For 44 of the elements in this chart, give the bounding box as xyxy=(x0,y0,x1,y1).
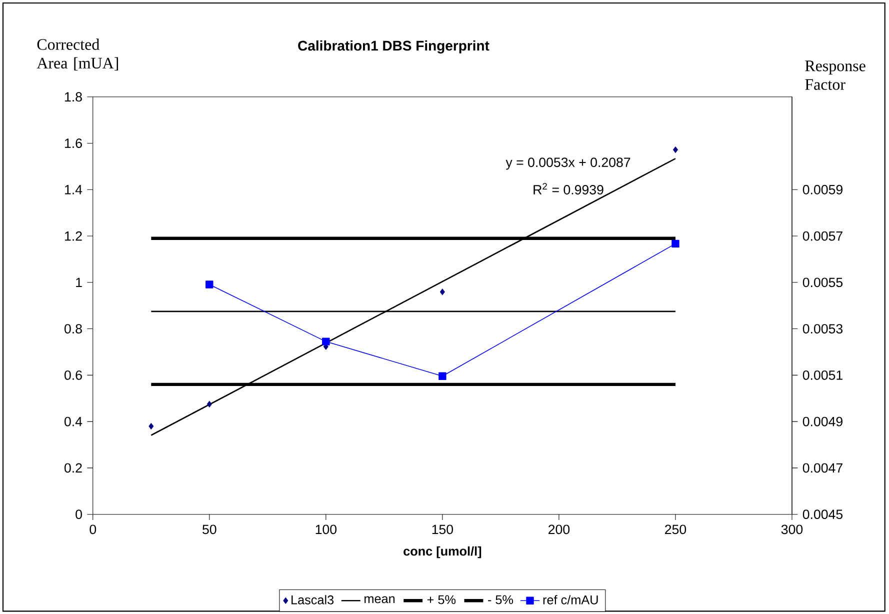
y2-tick-label: 0.0059 xyxy=(802,184,842,194)
y-tick-label: 1.8 xyxy=(65,92,82,102)
point xyxy=(440,288,445,296)
legend-label: mean xyxy=(364,596,395,604)
x-axis-title: conc [umol/l] xyxy=(404,546,482,558)
y-tick-label: 0.6 xyxy=(64,370,82,380)
y2-axis-title: Response Factor xyxy=(805,60,866,90)
y2-tick-label: 0.0055 xyxy=(802,278,843,288)
y2-tick-label: 0.0051 xyxy=(802,370,842,380)
point xyxy=(438,372,446,380)
y-tick-label: 1 xyxy=(76,278,82,287)
y-axis-title: Corrected Area [mUA] xyxy=(36,38,118,70)
annotation: R$^{2}$ = 0.9939 xyxy=(534,182,604,194)
x-tick-label: 200 xyxy=(548,524,570,534)
x-tick-label: 150 xyxy=(432,524,454,534)
x-tick-label: 300 xyxy=(781,524,803,534)
x-tick-label: 250 xyxy=(665,524,686,534)
y-tick-label: 0.8 xyxy=(64,324,82,334)
y2-tick-label: 0.0053 xyxy=(802,324,843,334)
x-tick-label: 0 xyxy=(90,524,96,534)
y2-tick-label: 0.0049 xyxy=(802,416,842,426)
y-tick-label: 0 xyxy=(76,510,82,519)
y2-tick-label: 0.0047 xyxy=(802,463,842,473)
y-tick-label: 1.2 xyxy=(65,231,82,241)
point xyxy=(148,422,154,430)
x-tick-label: 100 xyxy=(316,524,337,534)
y-tick-label: 1.4 xyxy=(65,184,82,194)
legend-label: + 5% xyxy=(427,595,456,604)
annotation: y = 0.0053x + 0.2087 xyxy=(506,158,630,170)
chart-title: Calibration1 DBS Fingerprint xyxy=(298,40,490,54)
point xyxy=(322,338,330,346)
x-tick-label: 50 xyxy=(202,524,216,534)
y2-tick-label: 0.0057 xyxy=(802,231,842,241)
legend-label: - 5% xyxy=(488,595,513,604)
point xyxy=(206,280,214,288)
y-tick-label: 0.2 xyxy=(64,463,82,473)
y2-tick-label: 0.0045 xyxy=(802,510,843,519)
y-tick-label: 0.4 xyxy=(64,416,82,426)
point xyxy=(673,146,678,153)
point xyxy=(206,400,212,408)
y-tick-label: 1.6 xyxy=(65,138,82,148)
point xyxy=(672,240,680,248)
legend-label: ref c/mAU xyxy=(543,594,598,604)
legend-label: Lascal3 xyxy=(292,594,334,604)
